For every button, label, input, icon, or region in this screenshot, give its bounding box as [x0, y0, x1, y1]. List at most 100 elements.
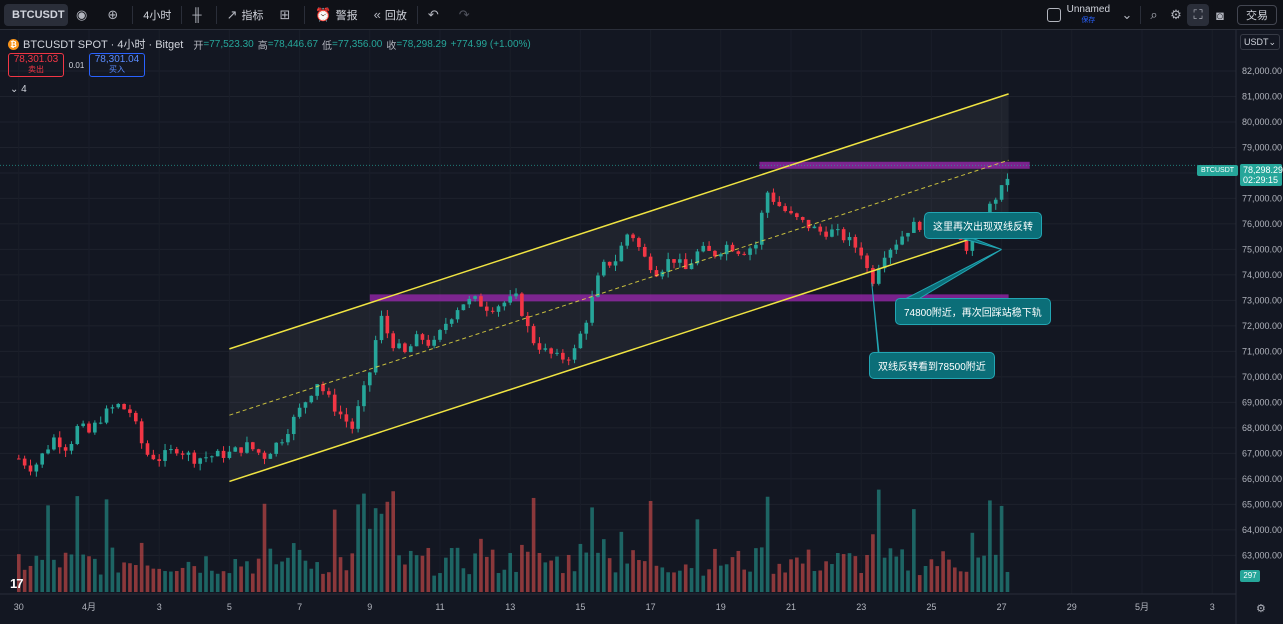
candle-body — [631, 234, 635, 239]
search-icon: ⌕ — [1150, 7, 1158, 22]
candle-body — [818, 226, 823, 232]
candle-body — [110, 407, 115, 409]
low-label: 低 — [322, 40, 333, 52]
screenshot-button[interactable]: ◙ — [1209, 4, 1231, 26]
layout-name: Unnamed — [1066, 4, 1110, 15]
candle-body — [654, 270, 659, 277]
chart-type-button[interactable]: ╫ — [184, 0, 213, 30]
chevron-down-icon: ⌄ — [10, 84, 22, 95]
volume-bar — [543, 562, 548, 592]
interval-button[interactable]: 4小时 — [135, 0, 179, 30]
candle-body — [736, 251, 741, 254]
candle-body — [666, 259, 670, 272]
volume-bar — [713, 548, 717, 592]
time-tick-label: 27 — [997, 602, 1007, 612]
time-tick-label: 5 — [227, 602, 232, 612]
close-value: =78,298.29 — [396, 38, 447, 50]
candle-body — [970, 234, 975, 251]
candle-body — [286, 434, 290, 443]
search-button[interactable]: ⌕ — [1143, 4, 1165, 26]
volume-bar — [280, 561, 284, 592]
volume-bar — [408, 550, 413, 592]
watch-button[interactable]: ◉ — [68, 0, 99, 30]
price-tick-label: 64,000.00 — [1242, 525, 1282, 535]
volume-bar — [373, 508, 378, 592]
redo-button[interactable]: ↷ — [451, 0, 482, 30]
volume-bar — [245, 561, 249, 592]
volume-bar — [906, 570, 910, 592]
candle-body — [865, 255, 869, 269]
buy-button[interactable]: 78,301.04 买入 — [89, 53, 145, 77]
volume-bar — [467, 574, 472, 592]
fullscreen-button[interactable]: ⛶ — [1187, 4, 1209, 26]
candle-body — [379, 315, 384, 341]
candle-body — [537, 343, 542, 350]
settings-button[interactable]: ⚙ — [1165, 4, 1187, 26]
price-chart[interactable]: 63,000.00 64,000.00 65,000.00 66,000.00 67,0… — [0, 30, 1283, 624]
volume-bar — [742, 569, 747, 592]
volume-bar — [923, 565, 928, 592]
layout-checkbox[interactable] — [1046, 8, 1061, 22]
candle-body — [104, 408, 109, 423]
volume-bar — [163, 571, 167, 592]
time-tick-label: 17 — [646, 602, 656, 612]
candle-body — [613, 261, 618, 266]
volume-bar — [496, 573, 501, 592]
candle-body — [882, 257, 887, 269]
volume-bar — [210, 570, 214, 592]
volume-bar — [701, 575, 706, 592]
candle-body — [98, 422, 103, 424]
volume-bar — [309, 568, 314, 592]
candle-body — [660, 271, 665, 277]
volume-bar — [397, 555, 401, 592]
volume-bar — [812, 571, 817, 592]
trade-button[interactable]: 交易 — [1237, 5, 1277, 25]
symbol-search-button[interactable]: BTCUSDT — [4, 3, 68, 26]
volume-bar — [871, 534, 875, 592]
volume-bar — [268, 548, 273, 592]
volume-bar — [139, 542, 144, 592]
candle-body — [75, 426, 80, 444]
compare-button[interactable]: ⊕ — [99, 0, 130, 30]
right-toolbar: Unnamed 保存 ⌄ ⌕ ⚙ ⛶ ◙ 交易 — [1046, 0, 1277, 30]
layout-name-button[interactable]: Unnamed 保存 — [1067, 4, 1110, 26]
templates-button[interactable]: ⊞ — [272, 0, 303, 30]
candle-body — [619, 245, 624, 262]
candle-body — [508, 296, 513, 303]
volume-bar — [303, 560, 308, 592]
replay-button[interactable]: «回放 — [366, 0, 415, 30]
price-axis: 63,000.00 64,000.00 65,000.00 66,000.00 67,0… — [1235, 30, 1283, 624]
candle-body — [63, 447, 68, 451]
candle-body — [707, 245, 711, 251]
candle-body — [789, 211, 793, 214]
axis-settings-button[interactable]: ⚙ — [1256, 602, 1266, 615]
sell-button[interactable]: 78,301.03 卖出 — [8, 53, 64, 77]
indicators-button[interactable]: ↗ 指标 — [219, 0, 272, 30]
layout-dropdown[interactable]: ⌄ — [1116, 4, 1138, 26]
candle-body — [373, 340, 378, 373]
candle-body — [783, 206, 787, 212]
volume-bar — [637, 560, 641, 592]
indicators-toggle[interactable]: ⌄ 4 — [10, 84, 27, 95]
candles-icon: ╫ — [192, 7, 202, 22]
volume-bar — [806, 549, 811, 592]
candle-body — [274, 442, 279, 454]
candle-body — [385, 315, 390, 334]
volume-bar — [104, 499, 109, 592]
candle-body — [520, 293, 524, 316]
currency-select[interactable]: USDT ⌄ — [1240, 34, 1280, 50]
candle-body — [449, 319, 454, 324]
alert-button[interactable]: ⏰ 警报 — [307, 0, 365, 30]
volume-bar — [666, 572, 670, 592]
volume-bar — [835, 552, 840, 592]
volume-bar — [321, 573, 325, 592]
candle-body — [561, 352, 565, 360]
volume-bar — [520, 544, 524, 592]
volume-bar — [432, 575, 436, 592]
candle-body — [52, 437, 56, 450]
undo-button[interactable]: ↶ — [420, 0, 451, 30]
volume-bar — [783, 572, 787, 592]
volume-bar — [952, 567, 957, 592]
indicators-label: 指标 — [241, 9, 264, 22]
candle-body — [233, 447, 238, 452]
